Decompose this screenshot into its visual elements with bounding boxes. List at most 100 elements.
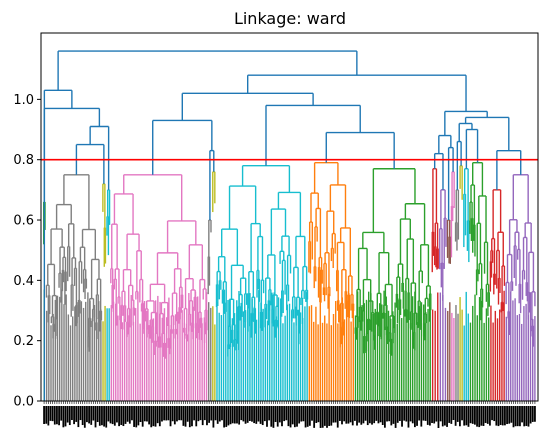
chart-title: Linkage: ward: [234, 9, 346, 28]
x-tick-label-mark: [257, 406, 260, 422]
x-tick-label-mark: [193, 406, 196, 421]
y-tick-label: 0.6: [13, 214, 34, 229]
x-tick-label-mark: [169, 406, 172, 427]
x-tick-label-mark: [401, 406, 403, 427]
x-tick-label-mark: [229, 406, 232, 425]
x-tick-label-mark: [375, 406, 378, 421]
x-tick-label-mark: [236, 406, 238, 424]
x-tick-label-mark: [285, 406, 288, 421]
x-tick-label-mark: [383, 406, 386, 428]
x-tick-label-mark: [499, 406, 502, 425]
x-tick-label-mark: [188, 406, 191, 428]
x-tick-label-mark: [398, 406, 401, 421]
x-tick-label-mark: [315, 406, 318, 424]
x-tick-label-mark: [317, 406, 320, 423]
y-tick-label: 1.0: [13, 93, 34, 108]
x-tick-label-mark: [467, 406, 470, 427]
x-tick-label-mark: [218, 406, 221, 422]
x-tick-label-mark: [287, 406, 290, 427]
x-tick-label-mark: [49, 406, 52, 421]
x-tick-label-mark: [116, 406, 118, 423]
x-tick-label-mark: [111, 406, 114, 425]
x-tick-label-mark: [259, 406, 262, 424]
x-tick-label-mark: [255, 406, 258, 424]
x-tick-label-mark: [60, 406, 63, 421]
x-tick-label-mark: [103, 406, 105, 427]
x-tick-label-mark: [424, 406, 427, 421]
dendrogram-tree: [43, 50, 536, 401]
x-tick-label-mark: [242, 406, 245, 422]
y-tick-label: 0.2: [13, 334, 34, 349]
x-tick-label-mark: [131, 406, 133, 421]
x-tick-label-mark: [489, 406, 491, 426]
x-tick-label-mark: [137, 406, 140, 426]
x-tick-label-mark: [482, 406, 485, 426]
x-tick-label-mark: [163, 406, 166, 421]
x-tick-label-mark: [186, 406, 189, 422]
x-tick-label-mark: [143, 406, 146, 422]
x-tick-label-mark: [268, 406, 271, 421]
x-tick-label-mark: [323, 406, 326, 426]
x-tick-label-mark: [433, 406, 436, 424]
x-tick-label-mark: [358, 406, 361, 423]
x-tick-label-mark: [426, 406, 429, 425]
x-tick-label-mark: [319, 406, 322, 428]
x-tick-label-mark: [240, 406, 243, 421]
leaf-labels: [43, 401, 536, 428]
x-tick-label-mark: [251, 406, 253, 422]
x-tick-label-mark: [289, 406, 292, 428]
x-tick-label-mark: [118, 406, 120, 427]
x-tick-label-mark: [244, 406, 247, 424]
x-tick-label-mark: [529, 406, 532, 424]
x-tick-label-mark: [514, 406, 517, 427]
x-tick-label-mark: [362, 406, 365, 424]
x-tick-label-mark: [396, 406, 399, 423]
x-tick-label-mark: [214, 406, 217, 421]
x-tick-label-mark: [371, 406, 373, 425]
x-tick-label-mark: [276, 406, 279, 427]
x-tick-label-mark: [431, 406, 433, 424]
x-tick-label-mark: [133, 406, 135, 427]
x-tick-label-mark: [79, 406, 82, 421]
x-tick-label-mark: [98, 406, 101, 426]
x-tick-label-mark: [504, 406, 506, 426]
x-tick-label-mark: [428, 406, 431, 426]
x-tick-label-mark: [105, 406, 108, 428]
x-tick-label-mark: [411, 406, 414, 424]
x-tick-label-mark: [388, 406, 391, 422]
x-tick-label-mark: [379, 406, 382, 423]
x-tick-label-mark: [448, 406, 451, 423]
x-tick-label-mark: [272, 406, 275, 428]
x-tick-label-mark: [173, 406, 176, 425]
x-tick-label-mark: [56, 406, 58, 425]
x-tick-label-mark: [201, 406, 204, 426]
x-tick-label-mark: [349, 406, 352, 423]
x-tick-label-mark: [332, 406, 335, 423]
x-tick-label-mark: [381, 406, 384, 426]
x-tick-label-mark: [231, 406, 234, 424]
x-tick-label-mark: [225, 406, 228, 427]
x-tick-label-mark: [266, 406, 268, 427]
x-tick-label-mark: [407, 406, 410, 428]
x-tick-label-mark: [345, 406, 348, 424]
x-tick-label-mark: [465, 406, 468, 426]
x-tick-label-mark: [203, 406, 206, 421]
x-tick-label-mark: [62, 406, 65, 428]
x-tick-label-mark: [313, 406, 316, 428]
x-tick-label-mark: [416, 406, 418, 426]
plot-frame: [40, 32, 539, 402]
x-tick-label-mark: [501, 406, 504, 426]
x-tick-label-mark: [182, 406, 185, 426]
x-tick-label-mark: [148, 406, 151, 425]
x-tick-label-mark: [302, 406, 305, 422]
x-tick-label-mark: [308, 406, 311, 426]
x-tick-label-mark: [461, 406, 463, 421]
x-tick-label-mark: [469, 406, 472, 424]
x-tick-label-mark: [456, 406, 459, 422]
x-tick-label-mark: [386, 406, 388, 422]
x-tick-label-mark: [495, 406, 498, 426]
x-tick-label-mark: [109, 406, 112, 424]
x-tick-label-mark: [135, 406, 138, 428]
x-tick-label-mark: [212, 406, 215, 428]
